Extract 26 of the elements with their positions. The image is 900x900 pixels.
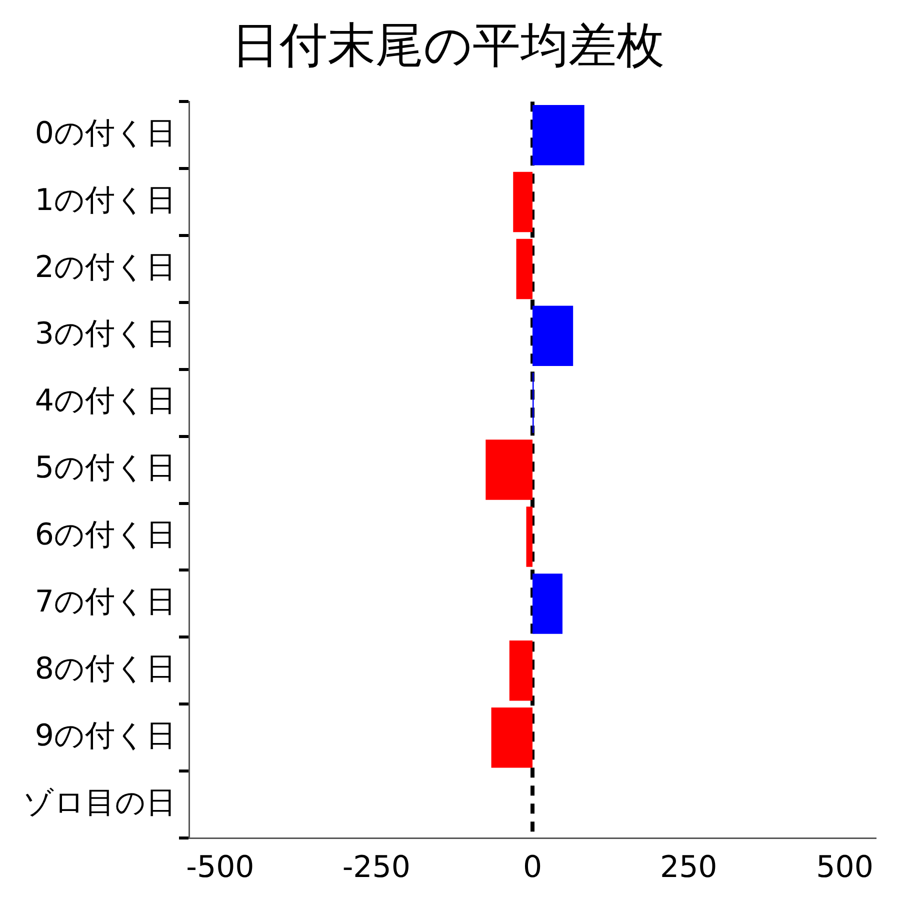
bar bbox=[513, 172, 532, 232]
y-tick-label: 5の付く日 bbox=[34, 450, 176, 486]
x-tick-label: -500 bbox=[186, 850, 254, 885]
y-tick-label: 8の付く日 bbox=[34, 651, 176, 686]
x-tick-label: 500 bbox=[816, 850, 874, 885]
y-tick-label: ゾロ目の日 bbox=[23, 785, 176, 820]
bar bbox=[516, 238, 532, 300]
x-tick-label: 250 bbox=[660, 850, 718, 885]
bar bbox=[486, 440, 532, 500]
y-tick-label: 6の付く日 bbox=[34, 518, 176, 553]
y-tick-label: 4の付く日 bbox=[34, 384, 176, 419]
x-tick-label: -250 bbox=[342, 850, 410, 885]
y-tick-label: 7の付く日 bbox=[34, 584, 176, 620]
bar bbox=[526, 506, 532, 567]
chart-title: 日付末尾の平均差枚 bbox=[232, 17, 664, 74]
y-tick-label: 9の付く日 bbox=[34, 718, 176, 754]
bar bbox=[491, 707, 532, 768]
y-tick-label: 3の付く日 bbox=[34, 316, 176, 352]
y-tick-label: 1の付く日 bbox=[34, 182, 176, 218]
bar bbox=[532, 306, 574, 366]
x-tick-label: 0 bbox=[522, 850, 542, 885]
y-tick-label: 2の付く日 bbox=[34, 250, 176, 285]
bar bbox=[532, 104, 584, 166]
bar bbox=[509, 640, 532, 701]
bar bbox=[532, 574, 562, 634]
y-tick-label: 0の付く日 bbox=[34, 116, 176, 151]
